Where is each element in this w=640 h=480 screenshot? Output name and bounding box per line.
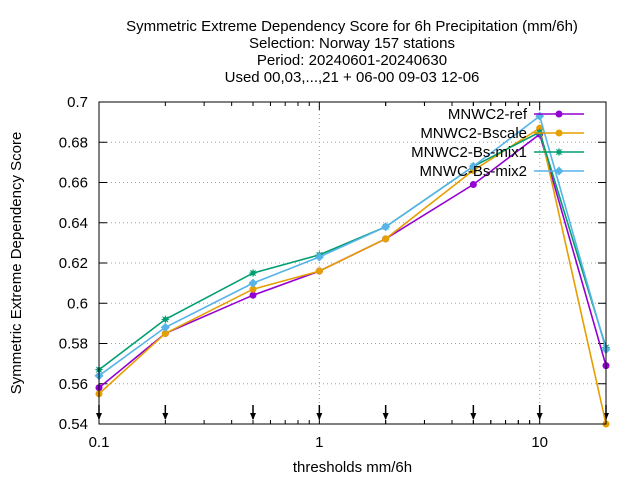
title-line: Symmetric Extreme Dependency Score for 6…	[126, 18, 578, 35]
data-point	[535, 127, 545, 137]
x-tick-label: 10	[531, 434, 548, 451]
title-line: Period: 20240601-20240630	[257, 52, 447, 69]
series-1	[95, 130, 610, 392]
series-line	[98, 131, 607, 371]
data-point	[381, 222, 391, 232]
series-4	[94, 111, 611, 381]
y-tick-label: 0.64	[59, 215, 88, 232]
plot-frame	[98, 101, 607, 425]
threshold-marker-head	[250, 413, 257, 420]
y-tick-label: 0.58	[59, 336, 88, 353]
data-point	[160, 322, 170, 332]
grid	[99, 102, 606, 424]
data-point	[555, 129, 563, 137]
y-tick-label: 0.54	[59, 416, 88, 433]
x-tick-label: 0.1	[89, 434, 110, 451]
legend-label: MNWC2-Bs-mix1	[411, 144, 527, 161]
x-axis-label: thresholds mm/6h	[293, 459, 412, 476]
threshold-marker-head	[162, 413, 169, 420]
threshold-marker-head	[470, 413, 477, 420]
y-tick-label: 0.68	[59, 134, 88, 151]
y-axis-label: Symmetric Extreme Dependency Score	[8, 132, 25, 395]
legend-label: MNWC2-ref	[448, 106, 528, 123]
data-point	[554, 166, 564, 176]
series-line	[98, 132, 607, 389]
data-point	[554, 147, 564, 157]
y-tick-label: 0.66	[59, 175, 88, 192]
threshold-marker-head	[316, 413, 323, 420]
data-point	[248, 268, 258, 278]
legend: MNWC2-ref MNWC2-Bscale MNWC2-Bs-mix1 MNWC-B…	[411, 106, 584, 180]
title-line: Used 00,03,...,21 + 06-00 09-03 12-06	[225, 69, 480, 86]
axis-ticks: 0.54 0.56 0.58 0.6 0.62 0.64 0.66 0.68 0.7 0.1 1 10	[59, 94, 606, 451]
data-point	[555, 110, 563, 118]
legend-label: MNWC2-Bscale	[420, 125, 527, 142]
series-group	[94, 111, 611, 428]
data-point	[314, 252, 324, 262]
series-line	[98, 114, 607, 377]
data-point	[161, 329, 169, 337]
series-3	[94, 127, 611, 375]
chart-title: Symmetric Extreme Dependency Score for 6…	[126, 18, 578, 86]
data-point	[469, 181, 477, 189]
legend-label: MNWC-Bs-mix2	[420, 163, 527, 180]
title-line: Selection: Norway 157 stations	[249, 35, 455, 52]
data-point	[468, 161, 478, 171]
data-point	[248, 278, 258, 288]
y-tick-label: 0.6	[67, 295, 88, 312]
data-point	[249, 291, 257, 299]
data-point	[315, 267, 323, 275]
series-line	[98, 126, 607, 425]
data-point	[382, 235, 390, 243]
threshold-marker-head	[382, 413, 389, 420]
threshold-marker-head	[536, 413, 543, 420]
threshold-markers	[96, 405, 609, 420]
y-tick-label: 0.62	[59, 255, 88, 272]
y-tick-label: 0.56	[59, 376, 88, 393]
x-tick-label: 1	[315, 434, 323, 451]
series-2	[95, 124, 610, 428]
y-tick-label: 0.7	[67, 94, 88, 111]
data-point	[249, 285, 257, 293]
data-point	[160, 314, 170, 324]
